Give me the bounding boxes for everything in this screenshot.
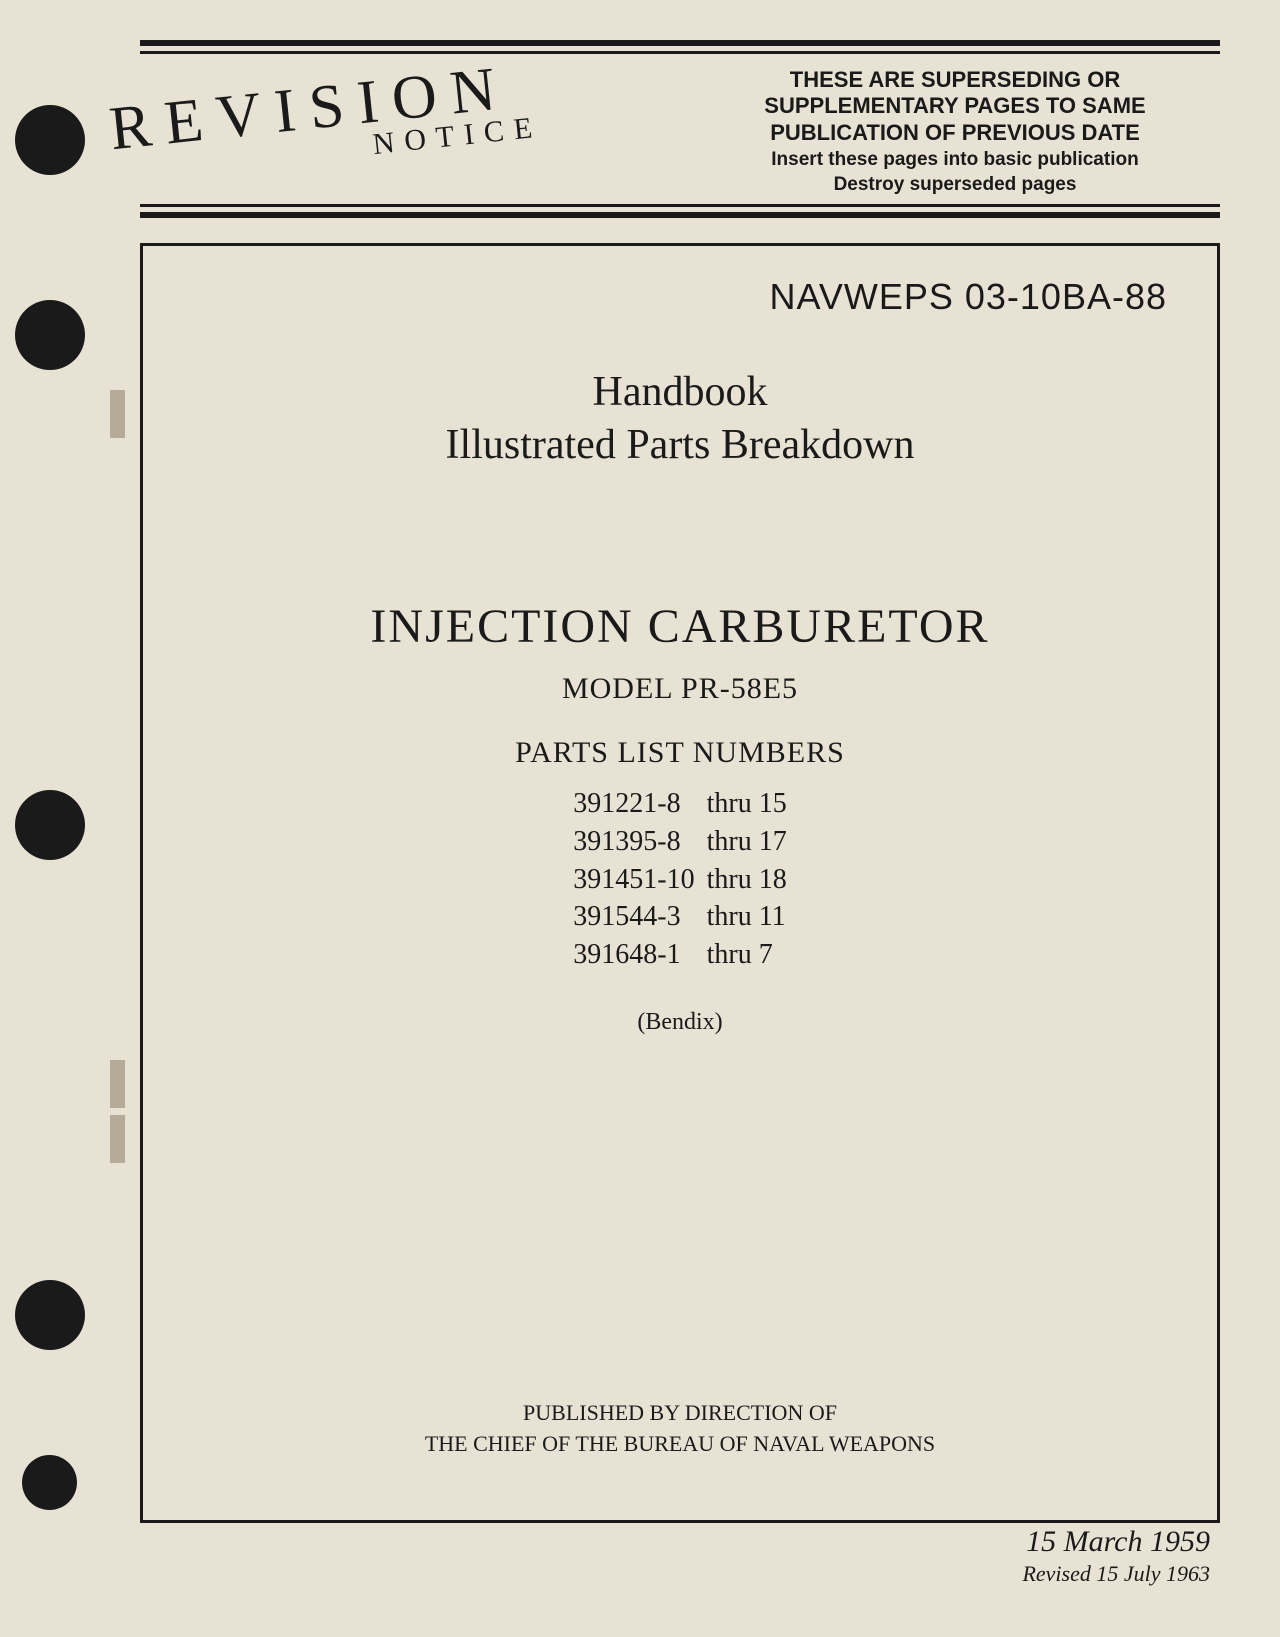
dates-block: 15 March 1959 Revised 15 July 1963 [1022,1525,1210,1587]
parts-list-heading: PARTS LIST NUMBERS [193,736,1167,770]
revision-notice-stamp: REVISION NOTICE [106,50,544,189]
parts-list-item: 391221-8 thru 15 [573,785,786,823]
parts-range: thru 17 [707,823,787,861]
header-row: REVISION NOTICE THESE ARE SUPERSEDING OR… [140,54,1220,204]
date-primary: 15 March 1959 [1022,1525,1210,1559]
main-title: INJECTION CARBURETOR [193,599,1167,654]
parts-range: thru 7 [707,936,787,974]
page: REVISION NOTICE THESE ARE SUPERSEDING OR… [0,0,1280,1637]
parts-list-item: 391395-8 thru 17 [573,823,786,861]
binding-mark [110,390,125,438]
superseding-line2a: Insert these pages into basic publicatio… [690,150,1220,171]
handbook-title: Handbook [193,368,1167,416]
parts-list-item: 391544-3 thru 11 [573,898,786,936]
punch-hole [15,105,85,175]
document-number: NAVWEPS 03-10BA-88 [193,276,1167,318]
parts-range: thru 15 [707,785,787,823]
model-number: MODEL PR-58E5 [193,672,1167,706]
binding-mark [110,1060,125,1108]
parts-number: 391451-10 [573,861,706,899]
binding-mark [110,1115,125,1163]
punch-hole [15,300,85,370]
parts-number: 391395-8 [573,823,706,861]
published-by: PUBLISHED BY DIRECTION OF THE CHIEF OF T… [143,1398,1217,1460]
punch-hole [22,1455,77,1510]
published-line2: THE CHIEF OF THE BUREAU OF NAVAL WEAPONS [143,1429,1217,1460]
parts-list-item: 391451-10 thru 18 [573,861,786,899]
punch-hole [15,790,85,860]
punch-hole [15,1280,85,1350]
main-frame: NAVWEPS 03-10BA-88 Handbook Illustrated … [140,243,1220,1523]
parts-list: 391221-8 thru 15 391395-8 thru 17 391451… [193,785,1167,974]
superseding-line2b: Destroy superseded pages [690,175,1220,196]
bottom-rule [140,204,1220,218]
parts-number: 391221-8 [573,785,706,823]
superseding-line1: THESE ARE SUPERSEDING OR SUPPLEMENTARY P… [690,67,1220,146]
parts-range: thru 18 [707,861,787,899]
superseding-block: THESE ARE SUPERSEDING OR SUPPLEMENTARY P… [690,62,1220,196]
parts-list-item: 391648-1 thru 7 [573,936,786,974]
illustrated-title: Illustrated Parts Breakdown [193,421,1167,469]
manufacturer: (Bendix) [193,1009,1167,1036]
parts-range: thru 11 [707,898,787,936]
top-rule [140,40,1220,54]
date-revised: Revised 15 July 1963 [1022,1561,1210,1587]
published-line1: PUBLISHED BY DIRECTION OF [143,1398,1217,1429]
parts-number: 391648-1 [573,936,706,974]
parts-number: 391544-3 [573,898,706,936]
